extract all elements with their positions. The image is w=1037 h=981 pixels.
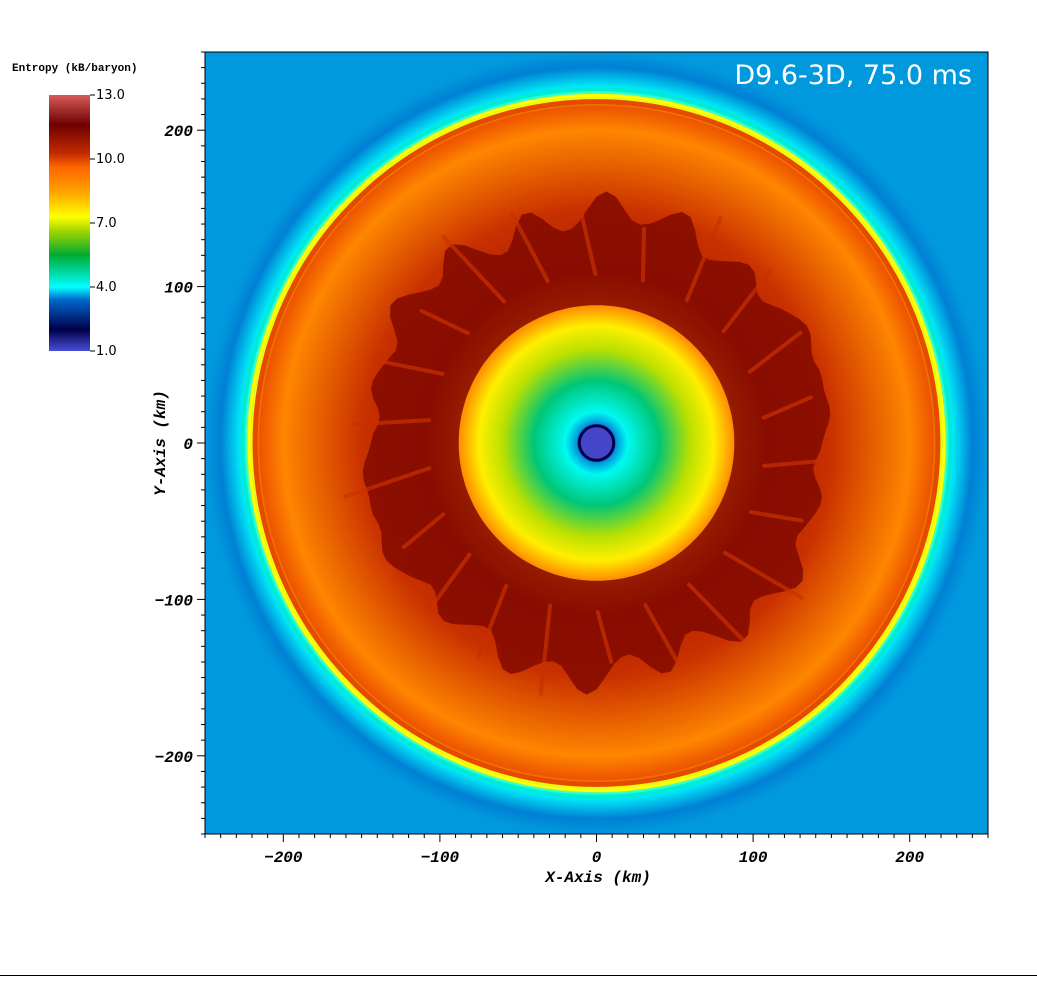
colorbar-gradient <box>49 95 90 351</box>
x-tick-label: 100 <box>739 849 768 867</box>
plume-filament <box>762 458 830 468</box>
plume-filament <box>684 216 723 303</box>
y-tick-label: 200 <box>164 123 193 141</box>
plume-filament <box>721 268 772 334</box>
plume-filament <box>510 211 550 284</box>
plume-filament <box>578 209 598 276</box>
plume-filament <box>748 510 804 523</box>
y-axis: 200 100 0 −100 −200 <box>155 51 205 835</box>
y-tick-label: −200 <box>155 749 194 767</box>
colorbar-tick-label: 4.0 <box>96 280 117 295</box>
colorbar-title: Entropy (kB/baryon) <box>12 63 137 75</box>
colorbar-tick-label: 10.0 <box>96 152 125 167</box>
y-axis-label: Y-Axis (km) <box>152 390 170 496</box>
plume-filament <box>419 308 470 336</box>
plume-filament <box>723 550 804 600</box>
plume-filament <box>643 602 679 663</box>
entropy-field <box>205 52 988 834</box>
y-tick-label: −100 <box>155 592 194 610</box>
time-annotation: D9.6-3D, 75.0 ms <box>734 60 972 91</box>
x-tick-label: 200 <box>895 849 924 867</box>
plume-filament <box>377 359 445 376</box>
plume-filament <box>686 582 745 642</box>
plume-filament <box>343 466 432 499</box>
shock-ring-halo <box>240 87 953 799</box>
bottom-rule <box>0 975 1037 976</box>
plume-filament <box>476 583 509 659</box>
x-axis: −200 −100 0 100 200 <box>204 834 989 867</box>
plume-filament <box>595 610 614 664</box>
core-region <box>577 424 616 462</box>
colorbar-tick-label: 13.0 <box>96 88 125 103</box>
colorbar-tick-label: 7.0 <box>96 216 117 231</box>
x-axis-label: X-Axis (km) <box>544 869 651 887</box>
colorbar-ticks: 13.0 10.0 7.0 4.0 1.0 <box>90 88 125 359</box>
x-tick-label: −100 <box>421 849 460 867</box>
colorbar-tick-label: 1.0 <box>96 344 117 359</box>
x-tick-label: −200 <box>264 849 303 867</box>
plume-filament <box>350 418 431 427</box>
plume-filament <box>747 330 803 374</box>
convective-plumes <box>362 191 831 695</box>
y-tick-label: 0 <box>183 436 193 454</box>
y-tick-label: 100 <box>164 280 193 298</box>
plume-filament <box>429 552 472 609</box>
plume-filament <box>538 603 553 696</box>
shock-ring-outer <box>247 93 946 793</box>
x-tick-label: 0 <box>592 849 602 867</box>
plume-filament <box>401 512 446 550</box>
colorbar: Entropy (kB/baryon) 13.0 10.0 7.0 4.0 1.0 <box>12 63 137 359</box>
plume-filament <box>761 395 813 420</box>
plot-area: D9.6-3D, 75.0 ms <box>204 51 989 835</box>
plume-filament <box>441 234 507 304</box>
shock-ring-inner <box>252 99 941 787</box>
plume-filament <box>640 226 647 283</box>
